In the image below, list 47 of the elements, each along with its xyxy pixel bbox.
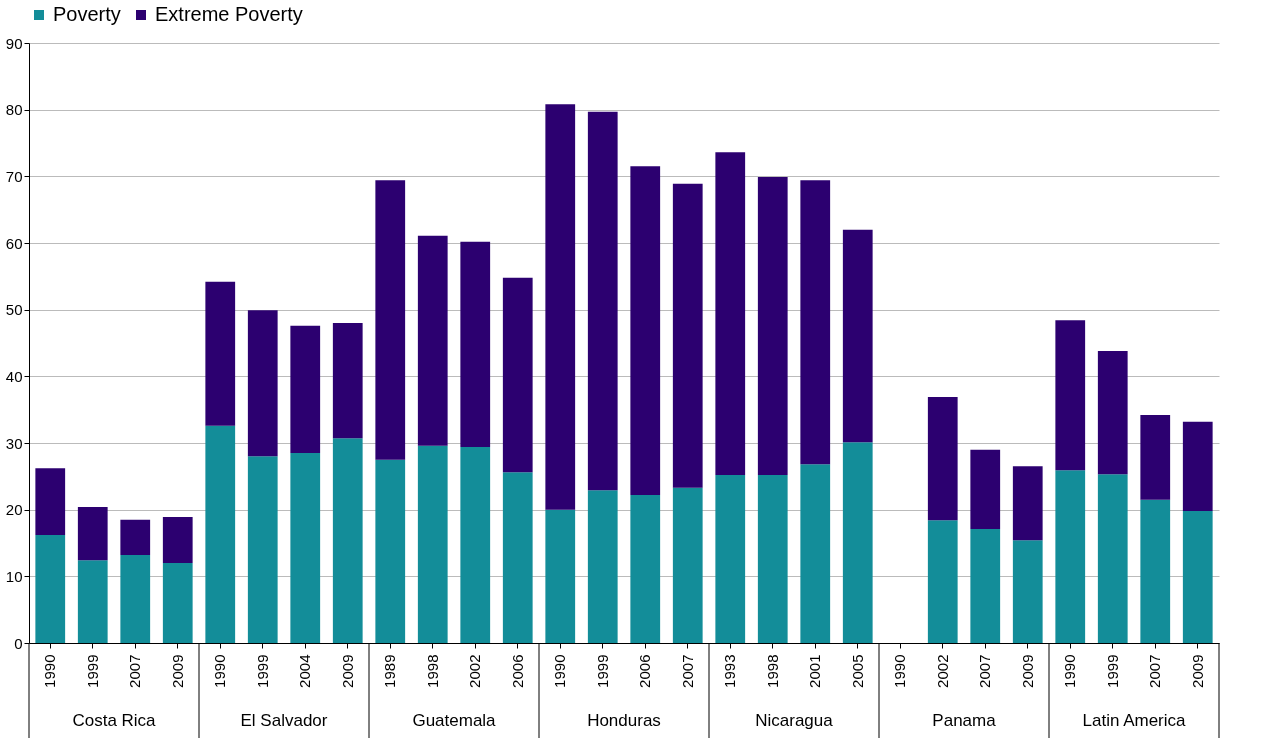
x-tick-label: 1998	[763, 654, 781, 688]
x-tick-label: 1999	[1103, 654, 1121, 688]
x-tick-label: 2001	[806, 654, 824, 688]
x-tick-label: 1998	[423, 654, 441, 688]
y-tick-label: 60	[5, 234, 23, 252]
legend-label: Poverty	[53, 3, 121, 25]
x-tick-label: 1990	[1061, 654, 1079, 688]
y-tick-label: 40	[5, 367, 23, 385]
text: Nicaragua	[755, 711, 834, 730]
x-tick-label: 2002	[466, 654, 484, 688]
x-tick-label: 2009	[1188, 654, 1206, 688]
y-tick-label: 0	[14, 634, 23, 652]
x-tick-label: 2002	[933, 654, 951, 688]
x-tick-label: 1993	[721, 654, 739, 688]
y-tick-label: 30	[5, 434, 23, 452]
x-tick-label: 1990	[211, 654, 229, 688]
text: Latin America	[1082, 711, 1187, 730]
text: Panama	[932, 711, 997, 730]
x-tick-label: 1999	[253, 654, 271, 688]
x-tick-label: 2006	[636, 654, 654, 688]
x-tick-label: 2007	[126, 654, 144, 688]
x-tick-label: 2009	[338, 654, 356, 688]
x-tick-label: 2005	[848, 654, 866, 688]
y-tick-label: 70	[5, 167, 23, 185]
x-tick-label: 2009	[168, 654, 186, 688]
x-tick-label: 1990	[891, 654, 909, 688]
text: Guatemala	[412, 711, 497, 730]
text: Honduras	[587, 711, 661, 730]
x-tick-label: 1990	[41, 654, 59, 688]
y-tick-label: 20	[5, 501, 23, 519]
x-tick-label: 2007	[1146, 654, 1164, 688]
x-tick-label: 1989	[381, 654, 399, 688]
x-tick-label: 1990	[551, 654, 569, 688]
y-tick-label: 80	[5, 101, 23, 119]
x-tick-label: 2007	[678, 654, 696, 688]
x-tick-label: 2006	[508, 654, 526, 688]
y-tick-label: 50	[5, 301, 23, 319]
text: Costa Rica	[72, 711, 157, 730]
y-tick-label: 10	[5, 567, 23, 585]
x-tick-label: 1999	[593, 654, 611, 688]
x-tick-label: 2007	[976, 654, 994, 688]
legend-label: Extreme Poverty	[155, 3, 303, 25]
x-tick-label: 2004	[296, 654, 314, 688]
x-tick-label: 2009	[1018, 654, 1036, 688]
x-tick-label: 1999	[83, 654, 101, 688]
text: El Salvador	[240, 711, 328, 730]
y-tick-label: 90	[5, 34, 23, 52]
